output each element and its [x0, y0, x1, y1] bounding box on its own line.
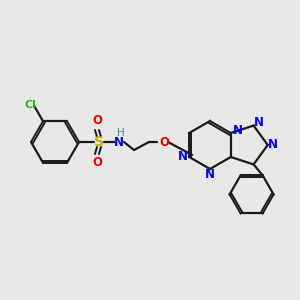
Text: Cl: Cl	[24, 100, 36, 110]
Text: O: O	[92, 157, 102, 169]
Text: O: O	[159, 136, 169, 148]
Text: H: H	[117, 128, 125, 138]
Text: N: N	[233, 124, 243, 137]
Text: O: O	[92, 115, 102, 128]
Text: N: N	[268, 139, 278, 152]
Text: N: N	[114, 136, 124, 148]
Text: N: N	[254, 116, 264, 129]
Text: N: N	[205, 169, 215, 182]
Text: N: N	[178, 151, 188, 164]
Text: S: S	[94, 135, 104, 149]
